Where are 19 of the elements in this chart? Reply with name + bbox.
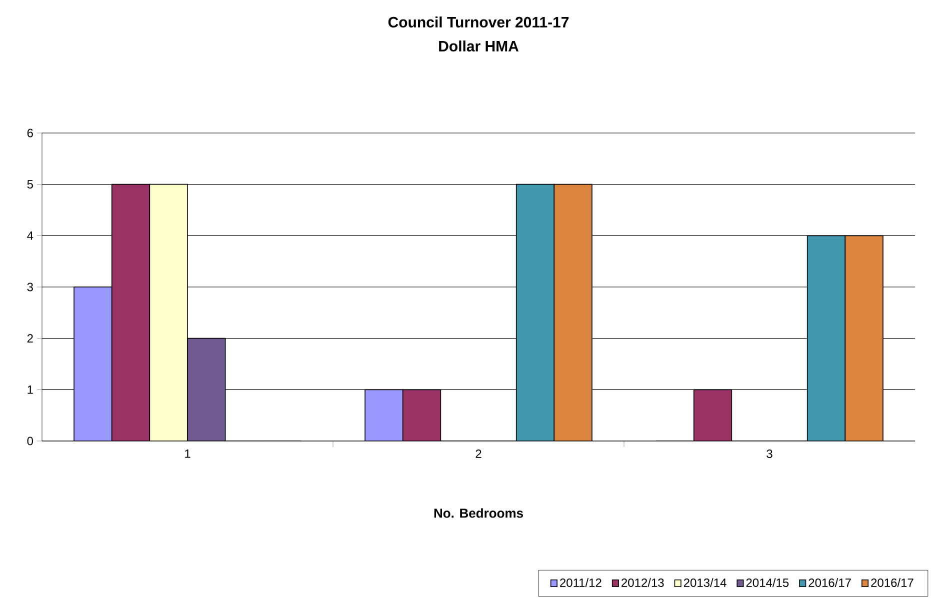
legend-label: 2012/13 (622, 578, 664, 587)
x-tick-label: 2 (476, 450, 482, 458)
x-axis-title: No. Bedrooms (434, 508, 523, 518)
y-tick-label: 4 (27, 232, 34, 240)
legend-label: 2011/12 (560, 578, 602, 587)
y-tick-label: 5 (27, 180, 33, 189)
y-tick-label: 0 (27, 436, 34, 446)
x-tick-label: 3 (766, 450, 772, 458)
y-tick-label: 2 (27, 334, 33, 343)
chart-subtitle: Dollar HMA (439, 40, 519, 52)
chart-title: Council Turnover 2011-17 (388, 16, 569, 28)
y-tick-label: 3 (27, 282, 33, 292)
legend-label: 2014/15 (746, 578, 789, 587)
legend-label: 2016/17 (871, 578, 914, 587)
y-tick-label: 6 (27, 128, 33, 138)
legend-label: 2016/17 (808, 578, 851, 587)
legend-label: 2013/14 (684, 578, 726, 587)
x-tick-label: 1 (185, 450, 190, 458)
y-tick-label: 1 (28, 386, 33, 394)
